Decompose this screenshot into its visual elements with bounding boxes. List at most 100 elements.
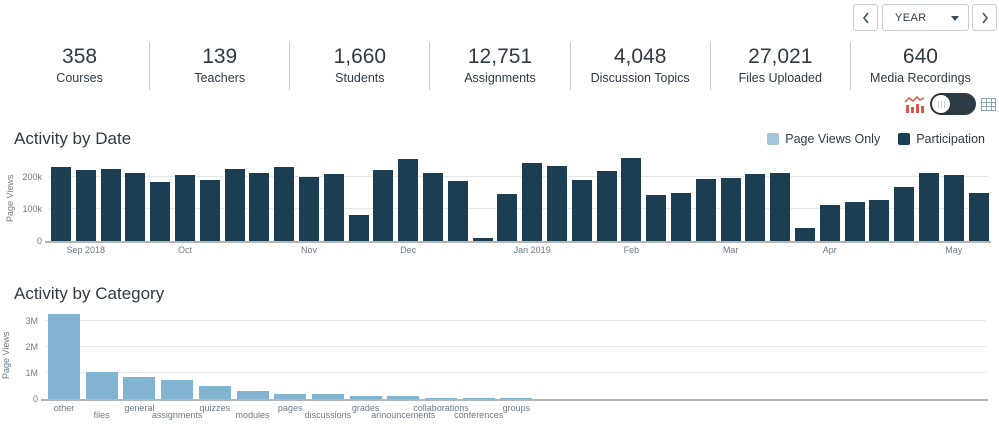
category-activity-bar[interactable] xyxy=(462,397,495,399)
date-activity-bar[interactable] xyxy=(199,180,220,241)
date-activity-bar[interactable] xyxy=(75,169,96,241)
legend-swatch xyxy=(898,133,911,145)
x-axis-tick: other xyxy=(53,403,75,413)
date-activity-bar[interactable] xyxy=(844,202,865,241)
category-activity-bar[interactable] xyxy=(123,376,156,399)
date-activity-bar[interactable] xyxy=(819,205,840,241)
stat-courses: 358 Courses xyxy=(10,42,151,90)
date-activity-bar[interactable] xyxy=(968,193,989,241)
stat-value: 27,021 xyxy=(748,45,813,68)
y-axis-tick: 3M xyxy=(25,316,38,327)
date-activity-bar[interactable] xyxy=(894,186,915,241)
category-activity-bar[interactable] xyxy=(500,398,533,399)
timeframe-select[interactable]: YEAR xyxy=(882,4,969,31)
gridline xyxy=(49,176,989,178)
date-activity-bar[interactable] xyxy=(943,175,964,241)
activity-by-category-header: Activity by Category xyxy=(14,284,985,304)
date-activity-bar[interactable] xyxy=(125,172,146,241)
x-axis-tick: conferences xyxy=(454,410,504,420)
date-activity-bar[interactable] xyxy=(274,166,295,241)
category-activity-bar[interactable] xyxy=(311,394,344,399)
date-activity-bar[interactable] xyxy=(522,162,543,241)
y-axis-tick: 1M xyxy=(25,368,38,379)
legend-label: Participation xyxy=(916,132,985,146)
activity-by-category-chart: Page Views 0 1M 2M 3M other files general assig… xyxy=(1,311,988,420)
next-period-button[interactable] xyxy=(972,4,997,31)
gridline xyxy=(45,372,986,374)
date-activity-bar[interactable] xyxy=(323,174,344,241)
date-activity-bar[interactable] xyxy=(795,227,815,241)
date-activity-bar[interactable] xyxy=(621,157,642,241)
date-activity-bar[interactable] xyxy=(348,214,369,241)
date-activity-bar[interactable] xyxy=(51,167,71,241)
x-axis-tick: Apr xyxy=(822,245,837,255)
date-activity-bar[interactable] xyxy=(100,168,121,241)
category-activity-bar[interactable] xyxy=(236,391,269,399)
stat-media-recordings: 640 Media Recordings xyxy=(851,42,990,90)
x-axis-tick: Jan 2019 xyxy=(513,245,551,255)
stat-label: Media Recordings xyxy=(870,71,971,85)
gridline xyxy=(49,208,989,210)
category-activity-bar[interactable] xyxy=(85,371,118,399)
x-axis-tick: discussions xyxy=(304,410,352,420)
x-axis-tick: grades xyxy=(351,403,380,413)
date-activity-bar[interactable] xyxy=(547,165,567,241)
view-toggle-switch[interactable] xyxy=(930,93,976,115)
x-axis-tick: files xyxy=(93,410,110,420)
x-axis-tick: Dec xyxy=(400,245,417,255)
category-activity-bar[interactable] xyxy=(161,380,194,399)
legend-item-participation: Participation xyxy=(898,132,985,146)
y-axis-title: Page Views xyxy=(5,174,15,222)
x-axis-tick: Nov xyxy=(300,245,318,255)
date-activity-bar[interactable] xyxy=(671,192,691,241)
date-activity-bar[interactable] xyxy=(447,180,468,241)
category-activity-bar[interactable] xyxy=(48,314,80,399)
stat-label: Files Uploaded xyxy=(738,71,822,85)
activity-by-date-chart: Page Views 0 100k 200k Sep 2018 Oct Nov Dec Jan… xyxy=(5,155,991,255)
date-activity-bar[interactable] xyxy=(869,199,890,241)
line-chart-icon[interactable] xyxy=(904,95,925,113)
date-activity-bar[interactable] xyxy=(423,173,443,241)
date-activity-bar[interactable] xyxy=(497,193,518,241)
x-axis-tick: pages xyxy=(277,403,303,413)
category-activity-bar[interactable] xyxy=(425,398,457,399)
x-axis-line xyxy=(45,241,991,243)
stat-value: 358 xyxy=(62,45,98,68)
stat-label: Courses xyxy=(56,71,103,85)
x-axis-tick: announcements xyxy=(371,410,436,420)
date-activity-bar[interactable] xyxy=(175,175,195,241)
stat-value: 1,660 xyxy=(333,45,387,68)
y-axis-tick: 100k xyxy=(22,204,42,215)
stats-row: 358 Courses 139 Teachers 1,660 Students 12,751… xyxy=(10,42,990,90)
table-grid-icon[interactable] xyxy=(981,97,996,111)
chevron-left-icon xyxy=(862,12,870,24)
toggle-knob xyxy=(932,95,950,113)
date-activity-bar[interactable] xyxy=(770,172,791,241)
date-activity-bar[interactable] xyxy=(695,178,716,241)
y-axis-tick: 0 xyxy=(32,394,38,404)
date-activity-bar[interactable] xyxy=(398,159,419,241)
category-activity-bar[interactable] xyxy=(349,396,382,399)
x-axis-tick: Sep 2018 xyxy=(66,245,106,255)
date-activity-bar[interactable] xyxy=(745,174,766,241)
date-activity-bar[interactable] xyxy=(299,177,319,241)
date-activity-bar[interactable] xyxy=(720,177,741,241)
category-activity-bar[interactable] xyxy=(198,386,231,399)
date-activity-bar[interactable] xyxy=(646,195,667,241)
date-activity-bar[interactable] xyxy=(919,172,939,241)
date-activity-bar[interactable] xyxy=(596,170,617,241)
stat-label: Students xyxy=(335,71,385,85)
category-activity-bar[interactable] xyxy=(274,393,307,399)
x-axis-tick: collaborations xyxy=(413,403,469,413)
stat-teachers: 139 Teachers xyxy=(150,42,291,90)
date-activity-bar[interactable] xyxy=(472,237,493,241)
stat-discussion-topics: 4,048 Discussion Topics xyxy=(571,42,711,90)
date-activity-bar[interactable] xyxy=(224,168,245,241)
date-activity-bar[interactable] xyxy=(571,180,592,241)
date-activity-bar[interactable] xyxy=(373,169,394,241)
date-activity-bar[interactable] xyxy=(249,172,270,241)
prev-period-button[interactable] xyxy=(853,4,878,31)
category-activity-bar[interactable] xyxy=(387,395,420,399)
date-activity-bar[interactable] xyxy=(150,181,171,241)
